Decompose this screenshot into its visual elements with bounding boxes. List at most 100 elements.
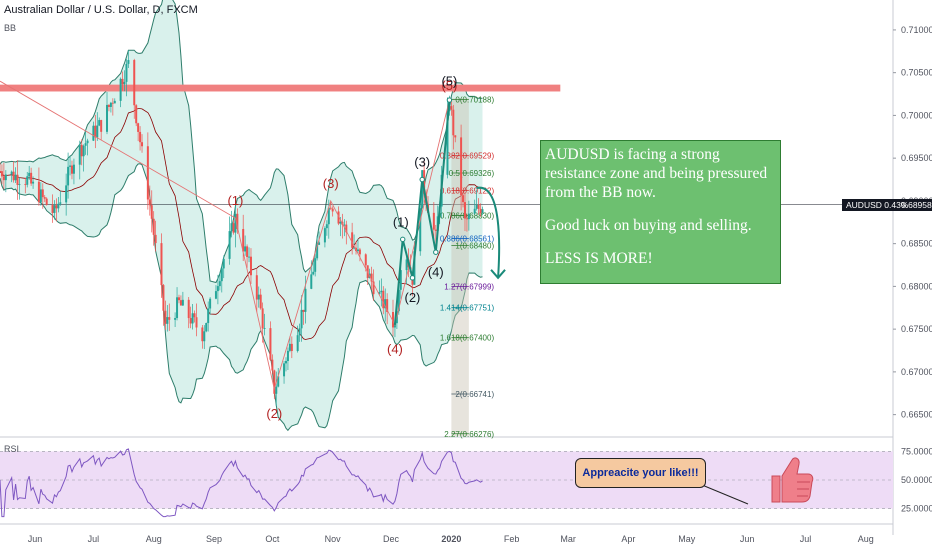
candle-body: [248, 256, 251, 258]
fib-label: 2.27(0.66276): [444, 430, 494, 439]
candle-body: [32, 181, 35, 184]
analysis-note: AUDUSD is facing a strong resistance zon…: [540, 140, 781, 284]
price-tick-label: 0.70500: [901, 68, 932, 78]
candle-body: [119, 78, 122, 101]
thumbs-up-icon[interactable]: [771, 457, 814, 503]
candle-body: [283, 363, 286, 377]
candle-body: [337, 211, 340, 224]
candle-body: [277, 376, 280, 387]
candle-body: [465, 218, 468, 220]
candle-body: [220, 268, 223, 282]
candle-body: [475, 204, 478, 209]
primary-wave-line: [0, 80, 450, 391]
minor-wave-label: (2): [405, 290, 421, 305]
candle-body: [179, 300, 182, 306]
candle-body: [275, 386, 278, 394]
bb-upper: [0, 0, 483, 284]
axes: 0.710000.705000.700000.695000.690000.685…: [28, 25, 932, 544]
candle-body: [356, 249, 359, 251]
fib-column: [451, 98, 469, 437]
candle-body: [290, 343, 293, 352]
candle-body: [257, 294, 260, 300]
candle-body: [113, 100, 116, 104]
candle-body: [236, 213, 239, 229]
candle-body: [207, 308, 210, 324]
candle-body: [419, 208, 422, 252]
candle-body: [100, 120, 103, 132]
candle-body: [460, 137, 463, 196]
candles: [0, 50, 484, 407]
candle-body: [364, 254, 367, 266]
candle-body: [26, 176, 29, 185]
candle-body: [325, 224, 328, 229]
fib-label: 0.886(0.68561): [440, 234, 495, 243]
candle-body: [255, 275, 258, 300]
note-line-1: AUDUSD is facing a strong resistance zon…: [545, 146, 768, 201]
candle-body: [160, 243, 163, 286]
candle-body: [463, 202, 466, 219]
note-line-2: Good luck on buying and selling.: [545, 217, 752, 234]
minor-wave-node: [419, 176, 425, 183]
minor-wave-node: [409, 275, 416, 281]
price-tick-label: 0.70000: [901, 110, 932, 120]
candle-body: [296, 335, 299, 352]
minor-wave-label: (3): [414, 155, 430, 170]
price-tick-label: 0.66500: [901, 410, 932, 420]
candle-body: [164, 310, 167, 324]
candle-body: [434, 229, 437, 231]
candle-body: [55, 205, 58, 209]
candle-body: [314, 258, 317, 272]
candle-body: [286, 350, 289, 362]
fib-label: 0.618(0.69122): [440, 186, 495, 195]
candle-body: [0, 170, 1, 172]
candle-body: [141, 142, 144, 147]
projection-arrow-head: [490, 269, 506, 280]
candle-body: [201, 327, 204, 342]
price-tick-label: 0.68500: [901, 239, 932, 249]
like-callout: Appreacite your like!!!: [575, 458, 706, 488]
candle-body: [86, 140, 89, 144]
candle-body: [399, 270, 402, 290]
candle-body: [432, 212, 435, 230]
minor-wave-node: [446, 97, 453, 103]
candle-body: [234, 213, 237, 233]
candle-body: [14, 174, 17, 181]
minor-wave-label: (5): [441, 73, 457, 88]
candle-body: [271, 359, 274, 371]
candle-body: [2, 176, 5, 181]
candle-body: [242, 228, 245, 252]
candle-body: [24, 184, 27, 186]
last-price-value: 0.68958: [901, 200, 932, 210]
candle-body: [222, 258, 225, 269]
candle-body: [209, 298, 212, 309]
projection-arrow-shaft: [476, 187, 501, 278]
time-tick-label: Aug: [146, 534, 162, 544]
rsi-indicator-label: RSI: [4, 444, 19, 454]
candle-body: [12, 171, 15, 181]
candle-body: [479, 208, 482, 213]
bb-basis: [0, 108, 483, 340]
candle-body: [107, 104, 110, 107]
time-tick-label: Nov: [325, 534, 342, 544]
candle-body: [152, 218, 155, 235]
candle-body: [191, 313, 194, 324]
candle-body: [162, 285, 165, 311]
candle-body: [98, 120, 101, 126]
candle-body: [174, 318, 177, 320]
symbol-title: Australian Dollar / U.S. Dollar, D, FXCM: [4, 4, 198, 16]
last-price-tag: AUDUSD 0.43% 0.68958: [842, 199, 932, 211]
candle-body: [0, 171, 3, 177]
time-tick-label: Jul: [800, 534, 812, 544]
candle-body: [16, 174, 19, 185]
candle-body: [30, 172, 33, 184]
candle-body: [109, 102, 112, 107]
time-tick-label: Dec: [383, 534, 400, 544]
candle-body: [405, 259, 408, 271]
time-tick-label: Jun: [28, 534, 43, 544]
time-tick-label: Feb: [504, 534, 520, 544]
candle-body: [384, 299, 387, 309]
candle-body: [467, 213, 470, 220]
candle-body: [92, 125, 95, 141]
candle-body: [150, 205, 153, 219]
